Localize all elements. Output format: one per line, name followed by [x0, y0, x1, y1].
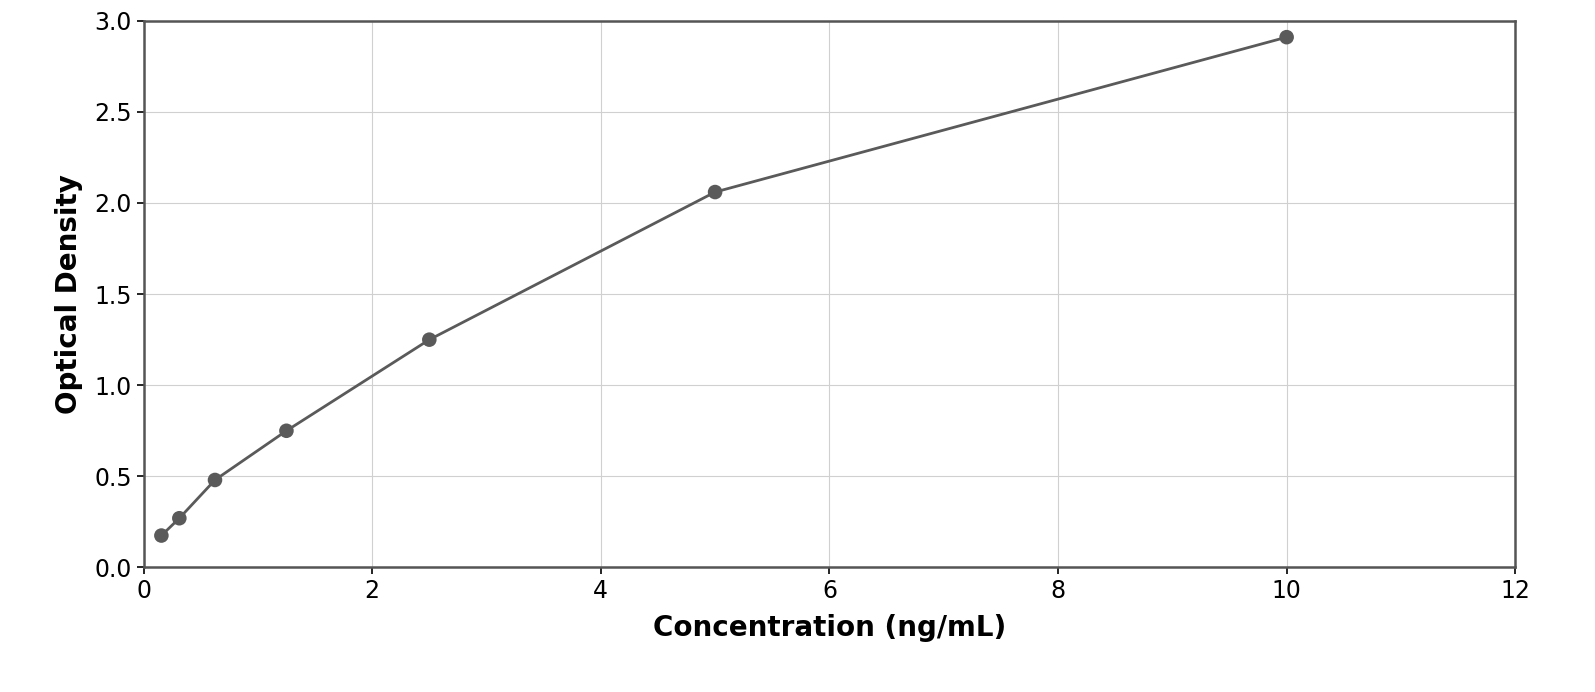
- Point: [203, 475, 228, 486]
- Point: [416, 334, 442, 345]
- X-axis label: Concentration (ng/mL): Concentration (ng/mL): [652, 614, 1006, 642]
- Point: [148, 530, 174, 541]
- Point: [1274, 32, 1300, 43]
- Point: [166, 513, 191, 524]
- Y-axis label: Optical Density: Optical Density: [54, 174, 83, 414]
- Point: [274, 425, 300, 437]
- Point: [702, 187, 727, 198]
